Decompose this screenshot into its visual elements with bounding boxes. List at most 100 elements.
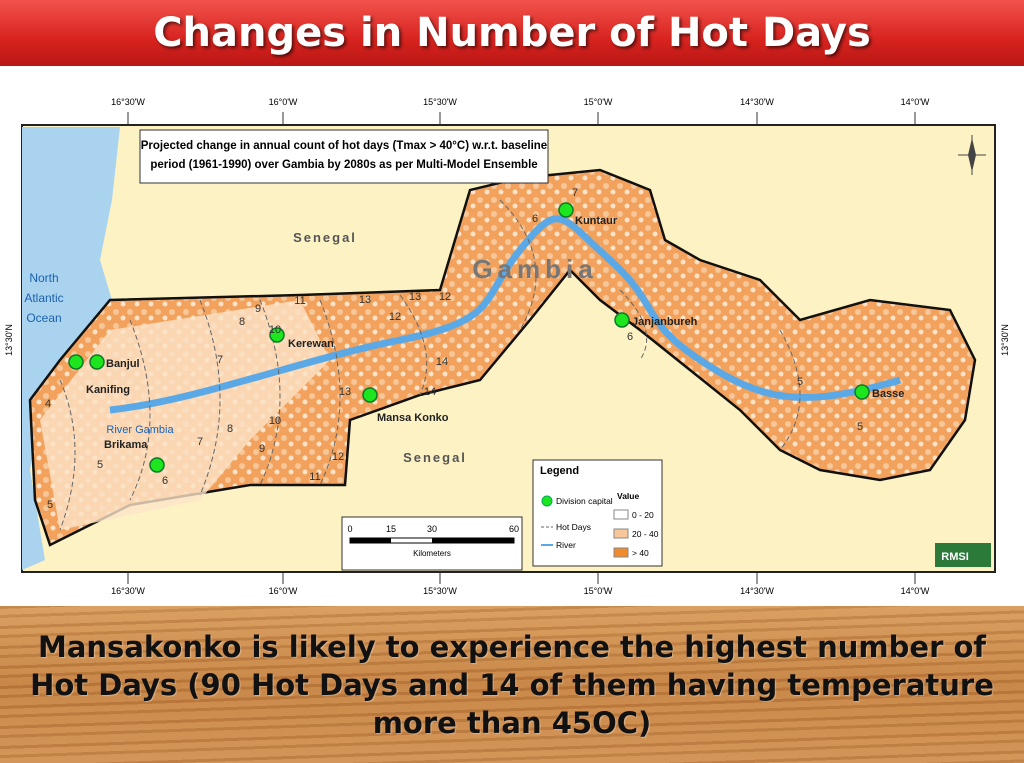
division-capital xyxy=(269,327,285,343)
contour-label: 8 xyxy=(239,316,245,328)
place-label: Brikama xyxy=(104,439,148,451)
contour-label: 13 xyxy=(359,294,371,306)
division-capital xyxy=(558,202,574,218)
contour-label: 5 xyxy=(857,421,863,433)
contour-label: 6 xyxy=(532,213,538,225)
scale-segment xyxy=(432,538,514,543)
scale-bar: 0 15 30 60 Kilometers xyxy=(341,516,523,571)
contour-label: 10 xyxy=(269,415,281,427)
north-arrow xyxy=(958,135,986,175)
place-label: Banjul xyxy=(106,358,140,370)
longitude-label: 15°0'W xyxy=(584,586,613,596)
contour-label: 13 xyxy=(339,386,351,398)
longitude-label: 14°0'W xyxy=(901,97,930,107)
legend-item: Hot Days xyxy=(556,522,591,532)
latitude-label: 13°30'N xyxy=(1000,324,1010,356)
description-frame xyxy=(139,129,549,184)
low-change-zone xyxy=(40,300,330,530)
division-capital xyxy=(89,354,105,370)
scale-tick: 60 xyxy=(509,524,519,534)
legend-symbol xyxy=(541,495,553,507)
contour-label: 8 xyxy=(227,423,233,435)
longitude-label: 15°30'W xyxy=(423,97,457,107)
contour-label: 14 xyxy=(424,386,436,398)
place-label: Janjanbureh xyxy=(632,316,698,328)
legend-value-title: Value xyxy=(617,491,639,501)
contour-label: 11 xyxy=(309,471,320,483)
legend-value: 0 - 20 xyxy=(632,510,654,520)
scale-tick: 0 xyxy=(347,524,352,534)
contour-label: 13 xyxy=(409,291,421,303)
contour-label: 9 xyxy=(259,443,265,455)
legend-title: Legend xyxy=(540,465,579,477)
title-bar: Changes in Number of Hot Days xyxy=(0,0,1024,66)
contour-label: 12 xyxy=(332,451,344,463)
longitude-label: 14°30'W xyxy=(740,586,774,596)
place-label: Basse xyxy=(872,388,904,400)
place-label: Kerewan xyxy=(288,338,334,350)
map: Projected change in annual count of hot … xyxy=(0,80,1024,604)
contour-label: 5 xyxy=(797,376,803,388)
legend-item: Division capital xyxy=(556,496,613,506)
legend-item: River xyxy=(556,540,576,550)
contour-label: 5 xyxy=(47,499,53,511)
river-label: River Gambia xyxy=(106,424,174,436)
longitude-label: 16°30'W xyxy=(111,586,145,596)
slide-title: Changes in Number of Hot Days xyxy=(153,10,871,56)
legend-swatch xyxy=(613,547,629,558)
place-label: Kanifing xyxy=(86,384,130,396)
contour-label: 6 xyxy=(162,475,168,487)
latitude-label: 13°30'N xyxy=(4,324,14,356)
division-capital xyxy=(68,354,84,370)
ocean-label: Ocean xyxy=(26,311,61,325)
scale-tick: 15 xyxy=(386,524,396,534)
longitude-label: 14°0'W xyxy=(901,586,930,596)
scale-tick: 30 xyxy=(427,524,437,534)
country-label: Gambia xyxy=(472,254,597,284)
gambia-territory xyxy=(28,168,977,547)
contour-label: 7 xyxy=(217,354,223,366)
contour-label: 12 xyxy=(439,291,451,303)
contour-label: 5 xyxy=(97,459,103,471)
division-capital xyxy=(149,457,165,473)
division-capital xyxy=(614,312,630,328)
river xyxy=(109,215,902,414)
place-label: Mansa Konko xyxy=(377,412,449,424)
scale-unit: Kilometers xyxy=(413,549,451,558)
contour-label: 7 xyxy=(572,187,578,199)
longitude-label: 16°30'W xyxy=(111,97,145,107)
legend-value: 20 - 40 xyxy=(632,529,659,539)
contour-label: 10 xyxy=(269,324,281,336)
legend: Legend Division capital Hot Days River V… xyxy=(532,459,663,567)
longitude-label: 16°0'W xyxy=(269,97,298,107)
contour-label: 9 xyxy=(255,303,261,315)
ocean-label: Atlantic xyxy=(24,291,63,305)
longitude-label: 15°30'W xyxy=(423,586,457,596)
description-box: Projected change in annual count of hot … xyxy=(139,129,549,184)
contour-label: 11 xyxy=(294,295,305,307)
logo-badge xyxy=(935,543,991,567)
longitude-label: 15°0'W xyxy=(584,97,613,107)
division-capital xyxy=(362,387,378,403)
country-label: Senegal xyxy=(403,450,467,465)
contour-label: 7 xyxy=(197,436,203,448)
longitude-label: 14°30'W xyxy=(740,97,774,107)
legend-frame xyxy=(532,459,663,567)
description-line: Projected change in annual count of hot … xyxy=(141,140,547,152)
contour-label: 4 xyxy=(45,398,51,410)
contour-label: 12 xyxy=(389,311,401,323)
division-capital xyxy=(854,384,870,400)
description-line: period (1961-1990) over Gambia by 2080s … xyxy=(150,159,537,171)
contour-label: 6 xyxy=(627,331,633,343)
scale-segment xyxy=(350,538,391,543)
legend-swatch xyxy=(613,528,629,539)
legend-swatch xyxy=(613,509,629,520)
caption: Mansakonko is likely to experience the h… xyxy=(30,629,994,740)
longitude-label: 16°0'W xyxy=(269,586,298,596)
contours xyxy=(59,199,801,531)
caption-panel: Mansakonko is likely to experience the h… xyxy=(0,606,1024,763)
country-label: Senegal xyxy=(293,230,357,245)
place-label: Kuntaur xyxy=(575,215,618,227)
contour-label: 14 xyxy=(436,356,448,368)
